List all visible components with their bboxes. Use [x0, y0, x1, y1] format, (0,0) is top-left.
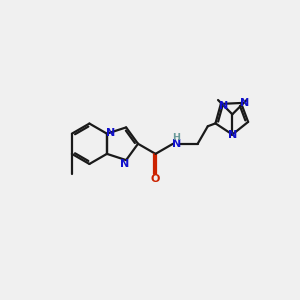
Text: N: N [240, 98, 250, 108]
Text: N: N [120, 159, 129, 169]
Text: O: O [151, 173, 160, 184]
Text: N: N [219, 101, 228, 111]
Text: N: N [228, 130, 237, 140]
Text: N: N [106, 128, 116, 138]
Text: N: N [172, 139, 181, 149]
Text: H: H [172, 133, 181, 142]
